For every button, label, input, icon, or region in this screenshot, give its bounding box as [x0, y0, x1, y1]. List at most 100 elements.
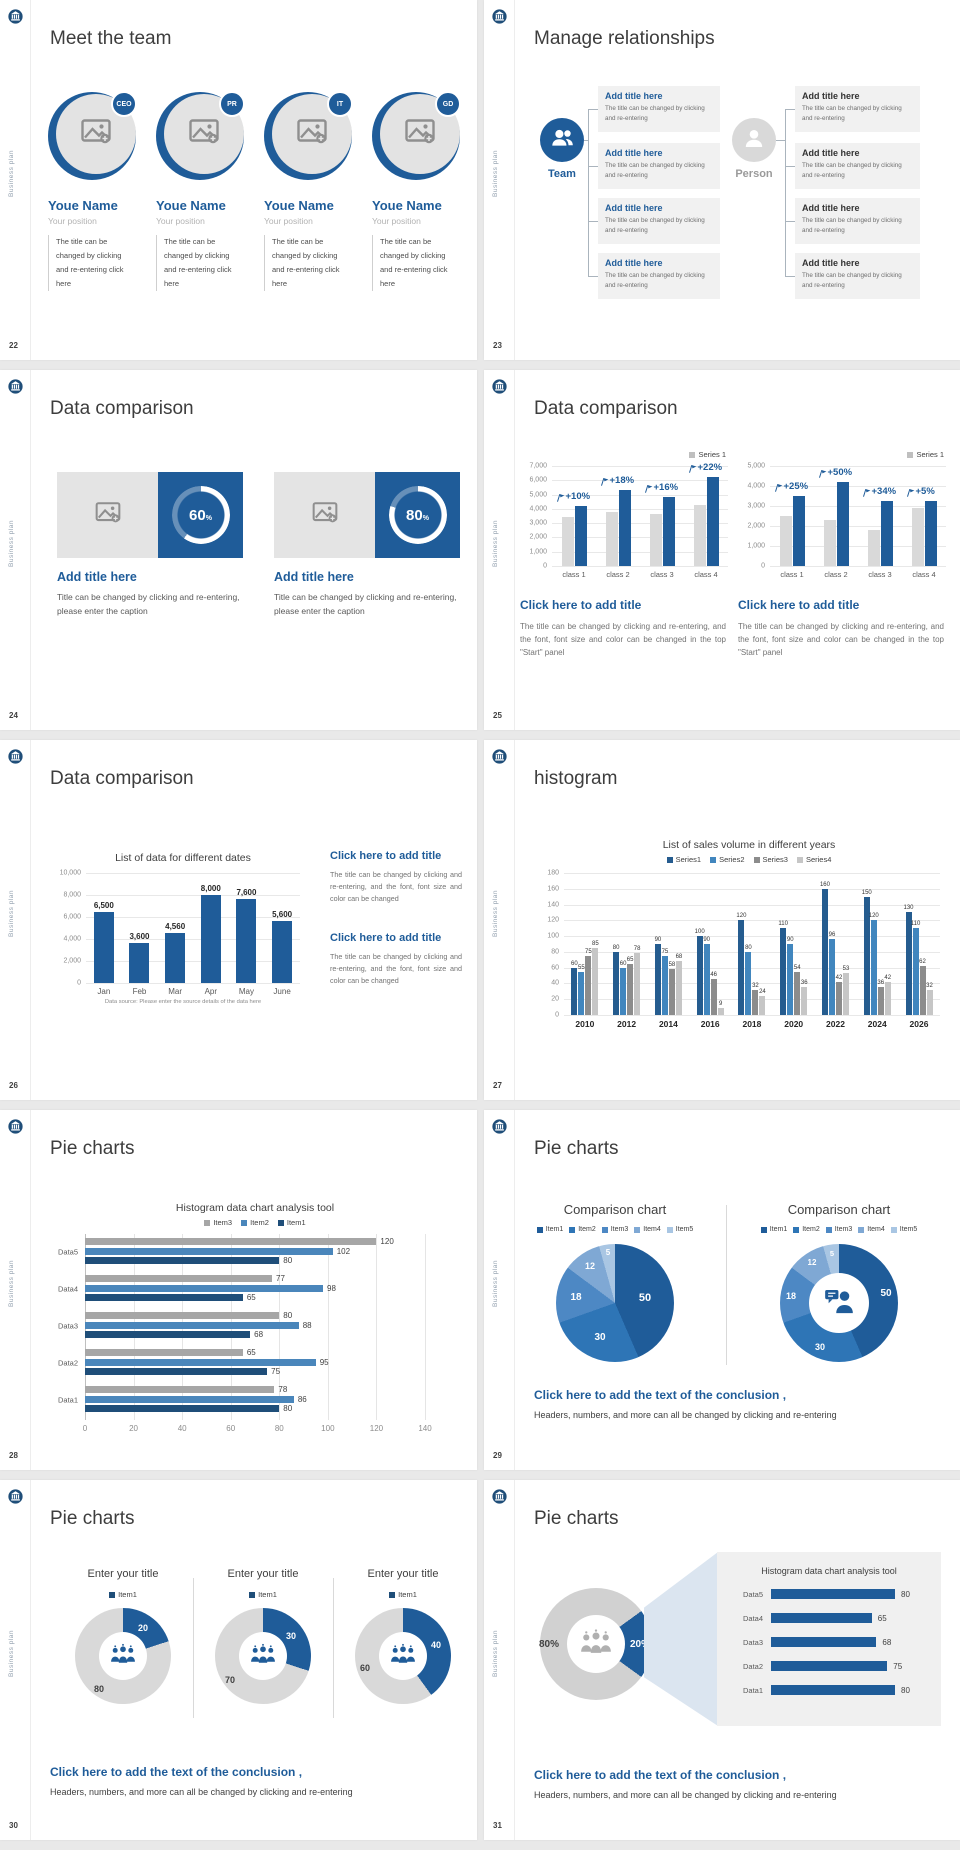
- bar: 3,600: [129, 932, 150, 983]
- legend-item: Item4: [634, 1226, 661, 1233]
- member-position: Your position: [372, 216, 421, 226]
- bar-groups: +25% class 1 +50% class 2 +34% class 3 +5% clas…: [770, 466, 946, 579]
- gridline: [552, 537, 728, 539]
- slide-24-data-comparison[interactable]: Business plan 24 Data comparison 60% Add …: [0, 370, 477, 730]
- legend-swatch: [760, 1226, 767, 1233]
- role-badge: GD: [435, 91, 461, 117]
- slide-23-manage-relationships[interactable]: Business plan 23 Manage relationships Te…: [484, 0, 960, 360]
- role-badge: PR: [219, 91, 245, 117]
- relationship-box[interactable]: Add title here The title can be changed b…: [598, 143, 720, 189]
- bar-value-label: 55: [578, 964, 585, 971]
- bar-value-label: 60: [571, 960, 578, 967]
- relationship-box[interactable]: Add title here The title can be changed b…: [598, 198, 720, 244]
- slide-22-meet-the-team[interactable]: Business plan 22 Meet the team CEO Youe N…: [0, 0, 477, 360]
- bar-value-label: 75: [271, 1367, 281, 1376]
- bar-value-label: 78: [633, 946, 641, 953]
- slide-31-pie-charts[interactable]: Business plan 31 Pie charts 20% 80% Histog…: [484, 1480, 960, 1840]
- growth-label: +50%: [818, 467, 852, 478]
- chart-legend: Item1 Item2 Item3 Item4 Item5: [734, 1226, 944, 1233]
- bar-value-label: 80: [901, 1686, 910, 1695]
- x-tick-label: 100: [321, 1424, 335, 1433]
- legend-swatch: [634, 1226, 641, 1233]
- y-tick-label: 0: [77, 979, 81, 987]
- donut-hole: [239, 1632, 287, 1680]
- bar-value-label: 150: [861, 889, 872, 896]
- bar-value-label: 80: [612, 944, 620, 951]
- slide-28-pie-charts[interactable]: Business plan 28 Pie charts Histogram da…: [0, 1110, 477, 1470]
- comparison-card[interactable]: 80%: [274, 472, 460, 558]
- relationship-box[interactable]: Add title here The title can be changed b…: [795, 253, 920, 299]
- bar-value-label: 7,600: [236, 888, 257, 898]
- bar-baseline: [867, 530, 880, 566]
- growth-label: +22%: [688, 462, 722, 473]
- category-label: Data1: [742, 1686, 763, 1695]
- legend-swatch: [204, 1219, 211, 1226]
- bar-value-label: 88: [302, 1320, 312, 1330]
- growth-label: +16%: [644, 482, 678, 493]
- slide-30-pie-charts[interactable]: Business plan 30 Pie charts Enter your t…: [0, 1480, 477, 1840]
- legend-swatch: [793, 1226, 800, 1233]
- legend-swatch: [890, 1226, 897, 1233]
- slide-25-data-comparison[interactable]: Business plan 25 Data comparison Series …: [484, 370, 960, 730]
- bar-group: +5% class 4: [906, 466, 937, 579]
- bar-value-label: 42: [884, 974, 892, 981]
- avatar: PR: [156, 91, 245, 180]
- progress-ring: [171, 486, 230, 544]
- page-number: 31: [493, 1821, 502, 1830]
- slide-26-data-comparison[interactable]: Business plan 26 Data comparison List of…: [0, 740, 477, 1100]
- gridline: [564, 951, 940, 953]
- team-member: PR Youe Name Your position The title can be…: [156, 91, 256, 291]
- team-member: GD Youe Name Your position The title can be…: [372, 91, 472, 291]
- y-tick-label: 8,000: [63, 891, 81, 899]
- legend-item: Item5: [890, 1226, 917, 1233]
- slide-title: Meet the team: [50, 28, 172, 49]
- relationship-box[interactable]: Add title here The title can be changed b…: [598, 253, 720, 299]
- chart-title: Histogram data chart analysis tool: [175, 1202, 335, 1214]
- bar-series3: 58: [669, 962, 675, 1015]
- legend-label: Series3: [762, 855, 788, 864]
- donut-chart: 20 80: [75, 1608, 171, 1704]
- box-title: Add title here: [802, 91, 860, 101]
- bar-group: +18% class 2: [600, 466, 634, 579]
- bar-value-label: 3,600: [129, 932, 150, 942]
- connector-line: [785, 276, 795, 277]
- pie-chart: 50 30 18 12 5: [556, 1244, 674, 1362]
- relationship-box[interactable]: Add title here The title can be changed b…: [795, 143, 920, 189]
- relationship-box[interactable]: Add title here The title can be changed b…: [795, 198, 920, 244]
- bar-series2: 110: [911, 921, 920, 1015]
- x-tick-label: class 4: [912, 570, 936, 579]
- bar-value-label: 58: [668, 962, 676, 969]
- member-description: The title can be changed by clicking and…: [372, 235, 452, 291]
- box-body: The title can be changed by clicking and…: [605, 105, 705, 123]
- bar-series1: [880, 501, 893, 566]
- y-tick-label: 60: [551, 964, 559, 972]
- slide-title: Data comparison: [50, 768, 194, 789]
- gridline: [425, 1234, 426, 1420]
- bar-series1: 80: [613, 945, 619, 1015]
- bar: [771, 1685, 895, 1695]
- relationship-box[interactable]: Add title here The title can be changed b…: [795, 86, 920, 132]
- gridline: [564, 904, 940, 906]
- y-tick-label: 100: [547, 932, 559, 940]
- y-tick-label: 3,000: [747, 502, 765, 510]
- slice-value: 80%: [538, 1639, 559, 1650]
- connector-line: [588, 276, 598, 277]
- legend-swatch: [858, 1226, 865, 1233]
- image-placeholder-icon: [405, 119, 435, 149]
- relationship-box[interactable]: Add title here The title can be changed b…: [598, 86, 720, 132]
- comparison-card[interactable]: 60%: [57, 472, 243, 558]
- sidebar-divider: [30, 1480, 31, 1840]
- growth-label: +10%: [556, 491, 590, 502]
- bar-value-label: 120: [736, 913, 747, 920]
- gridline: [770, 486, 946, 487]
- image-placeholder: [57, 472, 158, 558]
- legend-label: Item3: [834, 1226, 853, 1233]
- bar-series2: 90: [703, 937, 710, 1015]
- box-title: Add title here: [802, 148, 860, 158]
- gridline: [86, 873, 300, 874]
- slide-27-histogram[interactable]: Business plan 27 histogram List of sales…: [484, 740, 960, 1100]
- slide-29-pie-charts[interactable]: Business plan 29 Pie charts Comparison c…: [484, 1110, 960, 1470]
- y-tick-label: 4,000: [63, 935, 81, 943]
- legend-label: Item3: [610, 1226, 629, 1233]
- x-tick-label: class 2: [824, 570, 848, 579]
